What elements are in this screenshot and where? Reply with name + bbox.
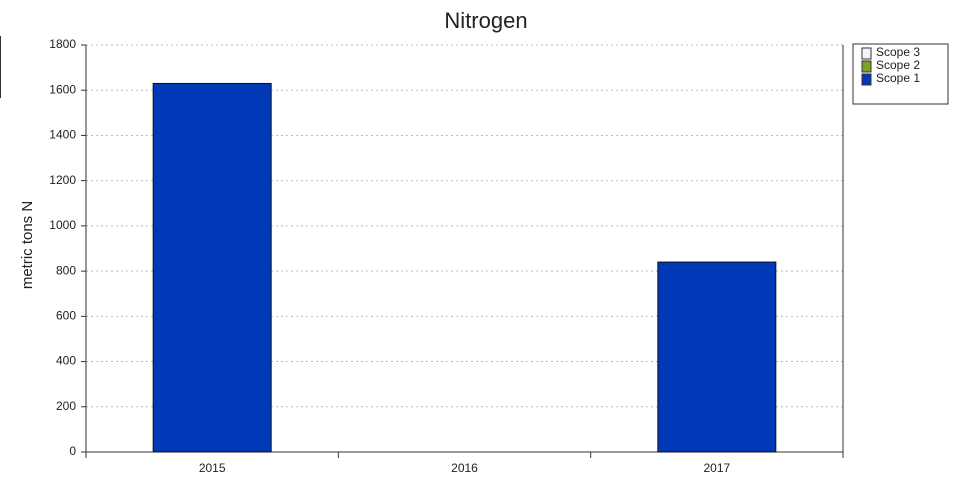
x-tick-label: 2015 [199,461,226,475]
y-tick-label: 1800 [49,37,76,51]
legend-swatch [861,47,872,60]
legend-swatch [861,73,872,86]
y-tick-label: 400 [56,354,76,368]
y-tick-label: 600 [56,309,76,323]
chart-title: Nitrogen [444,8,527,33]
y-tick-label: 1400 [49,128,76,142]
y-tick-label: 1000 [49,218,76,232]
y-tick-label: 1200 [49,173,76,187]
x-tick-label: 2016 [451,461,478,475]
legend-label: Scope 2 [876,58,920,72]
y-tick-label: 200 [56,399,76,413]
legend-swatch [861,60,872,73]
y-tick-label: 800 [56,263,76,277]
y-tick-label: 0 [69,444,76,458]
x-tick-label: 2017 [703,461,730,475]
bar [657,261,777,453]
bar [152,82,272,453]
y-axis-label: metric tons N [19,201,36,289]
legend-label: Scope 1 [876,71,920,85]
y-tick-label: 1600 [49,82,76,96]
legend-label: Scope 3 [876,45,920,59]
